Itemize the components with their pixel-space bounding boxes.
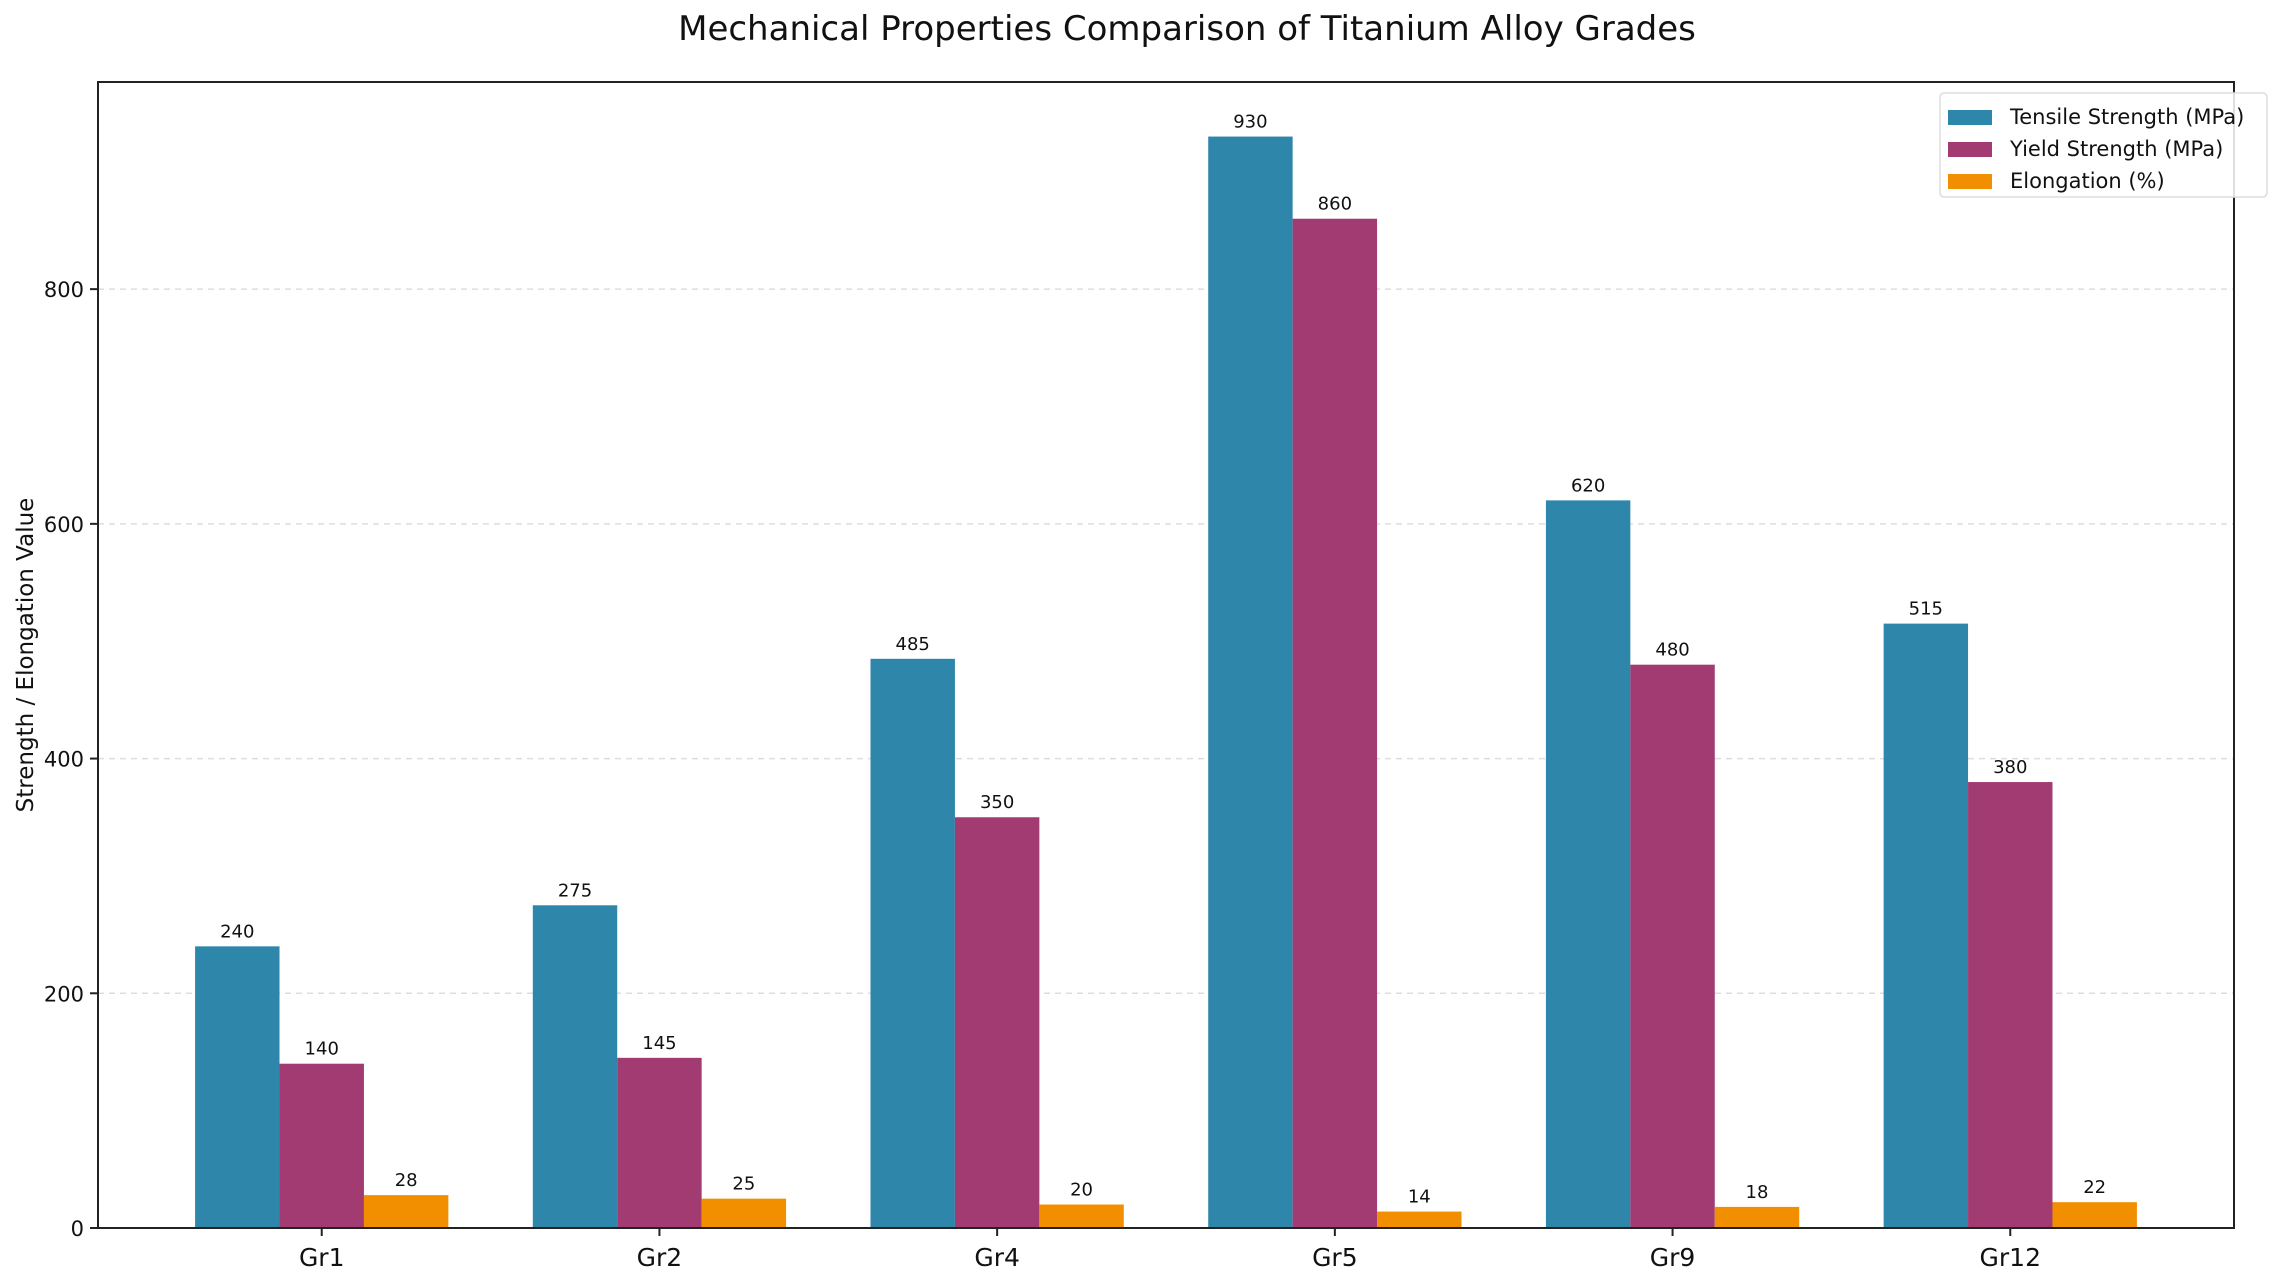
bar <box>1292 218 1378 1228</box>
y-tick-label: 600 <box>44 513 84 537</box>
bar <box>2052 1202 2137 1228</box>
data-label: 18 <box>1746 1182 1769 1203</box>
bar <box>1208 136 1293 1229</box>
bar <box>701 1198 787 1228</box>
legend-label: Elongation (%) <box>2010 169 2165 193</box>
data-label: 22 <box>2083 1177 2106 1198</box>
bar <box>1545 500 1631 1228</box>
legend-swatch <box>1948 142 1992 157</box>
data-label: 380 <box>1993 757 2027 778</box>
x-tick-label: Gr2 <box>637 1243 683 1272</box>
data-label: 275 <box>558 880 592 901</box>
data-label: 240 <box>220 921 254 942</box>
data-label: 350 <box>980 792 1014 813</box>
plot-frame <box>97 81 2235 1229</box>
data-label: 620 <box>1571 475 1605 496</box>
y-axis-label: Strength / Elongation Value <box>13 498 39 813</box>
y-tick-label: 0 <box>71 1217 84 1241</box>
legend <box>1939 92 2268 198</box>
data-label: 485 <box>896 634 930 655</box>
data-label: 28 <box>395 1170 418 1191</box>
x-tick-label: Gr4 <box>974 1243 1020 1272</box>
data-label: 145 <box>642 1033 676 1054</box>
bar <box>532 905 618 1228</box>
data-label: 20 <box>1070 1180 1093 1201</box>
data-label: 930 <box>1233 112 1267 133</box>
bar <box>1630 664 1715 1228</box>
x-tick-label: Gr5 <box>1312 1243 1358 1272</box>
legend-label: Yield Strength (MPa) <box>2009 137 2223 161</box>
data-label: 480 <box>1655 640 1689 661</box>
legend-swatch <box>1948 174 1992 189</box>
bar <box>870 658 955 1228</box>
bar <box>279 1063 364 1228</box>
chart-title: Mechanical Properties Comparison of Tita… <box>678 9 1696 49</box>
bar <box>1968 782 2053 1228</box>
data-label: 25 <box>732 1174 755 1195</box>
y-tick-label: 200 <box>44 982 84 1006</box>
data-label: 860 <box>1318 194 1352 215</box>
legend-label: Tensile Strength (MPa) <box>2009 105 2244 129</box>
data-label: 14 <box>1408 1187 1431 1208</box>
bar <box>617 1057 702 1228</box>
data-label: 140 <box>305 1039 339 1060</box>
bar <box>1714 1206 1800 1228</box>
bar <box>1883 623 1969 1228</box>
x-tick-label: Gr9 <box>1650 1243 1696 1272</box>
bar <box>1377 1211 1462 1228</box>
bar <box>954 817 1040 1228</box>
legend-swatch <box>1948 110 1992 125</box>
x-tick-label: Gr1 <box>299 1243 345 1272</box>
bar <box>1039 1204 1124 1228</box>
bar <box>363 1195 449 1228</box>
bar <box>195 946 280 1228</box>
y-tick-label: 800 <box>44 278 84 302</box>
x-tick-label: Gr12 <box>1980 1243 2041 1272</box>
y-tick-label: 400 <box>44 748 84 772</box>
data-label: 515 <box>1909 599 1943 620</box>
